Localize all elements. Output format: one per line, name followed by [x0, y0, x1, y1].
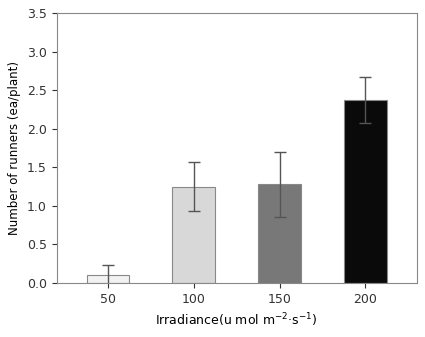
Bar [344, 100, 387, 283]
X-axis label: Irradiance(u mol m$^{-2}$·s$^{-1}$): Irradiance(u mol m$^{-2}$·s$^{-1}$) [156, 311, 318, 329]
Bar [258, 184, 301, 283]
Bar [87, 275, 130, 283]
Y-axis label: Number of runners (ea/plant): Number of runners (ea/plant) [8, 61, 21, 235]
Bar [173, 187, 215, 283]
